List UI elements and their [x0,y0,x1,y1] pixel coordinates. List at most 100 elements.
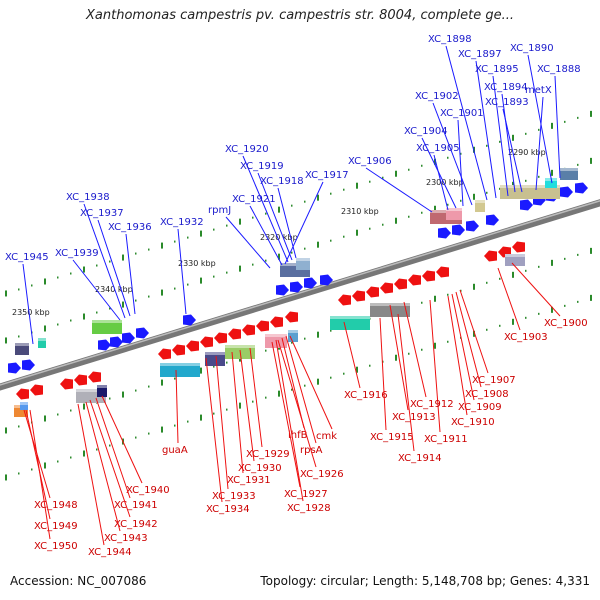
track-tick [31,284,33,287]
forward-gene-arrow [122,332,135,344]
reverse-gene-arrow [422,270,435,282]
track-tick [317,241,319,248]
track-tick [551,122,553,129]
track-tick [5,290,7,297]
gene-leader-line [271,341,301,488]
gene-label-bottom: XC_1903 [504,332,548,343]
scale-label: 2350 kbp [12,308,50,317]
track-tick [291,341,293,344]
track-tick [512,318,514,325]
feature-block [20,402,28,410]
track-tick [291,388,293,391]
feature-block-shine [475,200,485,203]
gene-label-bottom: XC_1910 [451,417,495,428]
track-tick [434,342,436,349]
feature-block [446,208,462,220]
gene-leader-line [231,351,244,474]
track-tick [70,319,72,322]
track-tick [96,264,98,267]
reverse-gene-arrow [172,344,185,356]
feature-block-shine [296,258,310,261]
track-tick [200,230,202,237]
track-tick [213,412,215,415]
track-tick [421,164,423,167]
gene-leader-line [77,403,105,546]
track-tick [252,263,254,266]
gene-leader-line [289,335,333,430]
gene-leader-line [29,409,51,540]
gene-label-bottom: guaA [162,445,188,456]
track-tick [70,409,72,412]
track-tick [395,217,397,224]
gene-label-bottom: XC_1928 [287,503,331,514]
track-tick [577,163,579,166]
track-tick [525,269,527,272]
gene-label-bottom: XC_1930 [238,463,282,474]
forward-gene-arrow [183,314,196,326]
feature-block-shine [560,168,578,171]
track-tick [590,247,592,254]
track-tick [213,365,215,368]
track-tick [356,182,358,189]
track-tick [538,175,540,178]
gene-label-top: XC_1936 [108,222,152,233]
track-tick [395,354,397,361]
track-tick [447,293,449,296]
gene-label-top: metX [525,85,552,96]
gene-label-bottom: XC_1907 [472,375,516,386]
reverse-gene-arrow [408,274,421,286]
gene-label-bottom: XC_1914 [398,453,442,464]
track-tick [460,152,462,155]
feature-block [296,258,310,270]
track-tick [317,194,319,201]
gene-leader-line [83,203,126,319]
gene-label-top: XC_1932 [160,217,204,228]
gene-label-top: XC_1904 [404,126,448,137]
track-tick [421,348,423,351]
feature-block-shine [92,320,122,323]
track-tick [564,257,566,260]
track-tick [421,211,423,214]
track-tick [57,323,59,326]
track-tick [161,379,163,386]
track-tick [473,330,475,337]
gene-label-bottom: XC_1944 [88,547,132,558]
gene-leader-line [95,397,131,499]
forward-gene-arrow [575,182,588,194]
feature-block-shine [97,385,107,388]
gene-label-bottom: XC_1933 [212,491,256,502]
gene-leader-line [397,313,415,452]
track-tick [213,228,215,231]
track-tick [538,312,540,315]
gene-leader-line [242,155,289,263]
track-tick [330,239,332,242]
reverse-gene-arrow [512,241,525,253]
gene-label-top: XC_1895 [475,64,519,75]
track-tick [18,425,20,428]
track-tick [577,300,579,303]
track-tick [356,366,358,373]
track-tick [408,352,410,355]
forward-gene-arrow [438,227,451,239]
track-tick [57,460,59,463]
track-tick [278,206,280,213]
forward-gene-arrow [136,327,149,339]
track-tick [525,316,527,319]
gene-leader-line [527,54,553,184]
track-tick [551,306,553,313]
gene-label-bottom: XC_1916 [344,390,388,401]
track-tick [577,116,579,119]
topology-label: Topology: circular; Length: 5,148,708 bp… [260,574,590,588]
track-tick [239,218,241,225]
gene-label-bottom: XC_1926 [300,469,344,480]
gene-leader-line [125,233,136,315]
track-tick [44,462,46,469]
gene-leader-line [239,349,255,462]
reverse-gene-arrow [380,282,393,294]
track-tick [31,468,33,471]
track-tick [213,275,215,278]
gene-leader-line [475,60,497,199]
reverse-gene-arrow [200,336,213,348]
forward-gene-arrow [452,224,465,236]
